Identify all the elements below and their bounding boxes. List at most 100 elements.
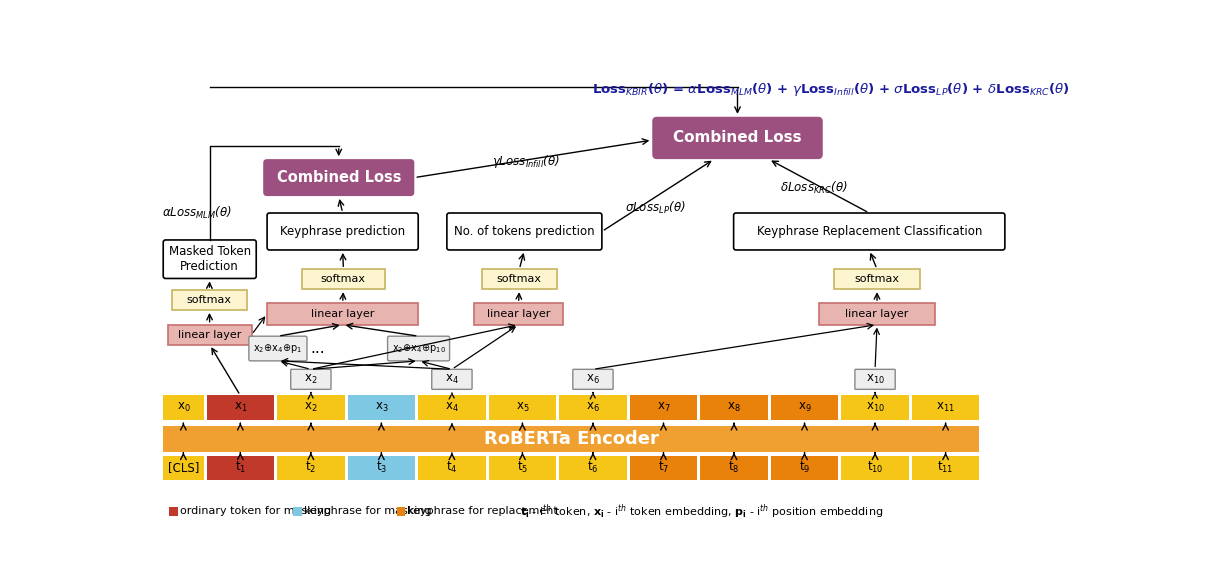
Text: Loss$_{KBIR}$($\theta$) = $\alpha$Loss$_{MLM}$($\theta$) + $\gamma$Loss$_{Infill: Loss$_{KBIR}$($\theta$) = $\alpha$Loss$_… (591, 81, 1069, 98)
Bar (294, 507, 302, 516)
Bar (172, 290, 247, 310)
Bar (489, 396, 556, 420)
Text: softmax: softmax (497, 274, 541, 284)
Text: x$_8$: x$_8$ (728, 401, 741, 415)
Text: x$_{10}$: x$_{10}$ (865, 401, 885, 415)
Bar (347, 396, 416, 420)
Bar (169, 507, 178, 516)
Bar (834, 269, 919, 289)
Bar (168, 325, 251, 345)
Text: t$_8$: t$_8$ (728, 460, 740, 476)
Bar (474, 303, 563, 325)
Bar (207, 396, 274, 420)
Bar (912, 396, 979, 420)
Text: t$_4$: t$_4$ (446, 460, 457, 476)
Text: t$_{10}$: t$_{10}$ (867, 460, 884, 476)
Text: x$_{11}$: x$_{11}$ (936, 401, 954, 415)
Bar (489, 456, 556, 480)
Bar (277, 396, 345, 420)
Bar (630, 396, 697, 420)
Text: linear layer: linear layer (845, 309, 908, 319)
FancyBboxPatch shape (267, 213, 418, 250)
Text: linear layer: linear layer (486, 309, 550, 319)
Text: t$_9$: t$_9$ (798, 460, 811, 476)
Text: No. of tokens prediction: No. of tokens prediction (453, 225, 595, 238)
Bar (267, 303, 418, 325)
Text: t$_7$: t$_7$ (658, 460, 669, 476)
Text: RoBERTa Encoder: RoBERTa Encoder (484, 430, 658, 449)
FancyBboxPatch shape (652, 117, 823, 159)
Text: x$_4$: x$_4$ (445, 373, 458, 386)
Bar (841, 396, 909, 420)
Text: linear layer: linear layer (178, 330, 241, 340)
Text: t$_1$: t$_1$ (235, 460, 246, 476)
FancyBboxPatch shape (249, 336, 307, 361)
Bar (418, 396, 485, 420)
Text: t$_{11}$: t$_{11}$ (937, 460, 953, 476)
FancyBboxPatch shape (163, 240, 256, 279)
Text: x$_6$: x$_6$ (586, 401, 600, 415)
Text: [CLS]: [CLS] (168, 462, 199, 475)
Text: softmax: softmax (321, 274, 366, 284)
Text: x$_2$$\oplus$x$_4$$\oplus$p$_1$: x$_2$$\oplus$x$_4$$\oplus$p$_1$ (254, 342, 302, 355)
FancyBboxPatch shape (573, 369, 613, 389)
FancyBboxPatch shape (855, 369, 895, 389)
Text: t$_3$: t$_3$ (375, 460, 386, 476)
Text: x$_2$: x$_2$ (304, 401, 318, 415)
Text: Keyphrase Replacement Classification: Keyphrase Replacement Classification (757, 225, 983, 238)
Text: x$_6$: x$_6$ (586, 373, 600, 386)
Bar (302, 269, 385, 289)
Bar (482, 269, 557, 289)
Text: t$_6$: t$_6$ (588, 460, 599, 476)
Text: x$_2$$\oplus$x$_4$$\oplus$p$_{10}$: x$_2$$\oplus$x$_4$$\oplus$p$_{10}$ (391, 342, 445, 355)
FancyBboxPatch shape (290, 369, 332, 389)
Text: Keyphrase prediction: Keyphrase prediction (280, 225, 405, 238)
Text: $\gamma$Loss$_{Infill}$($\theta$): $\gamma$Loss$_{Infill}$($\theta$) (491, 153, 560, 170)
Text: x$_{10}$: x$_{10}$ (865, 373, 885, 386)
Text: $\alpha$Loss$_{MLM}$($\theta$): $\alpha$Loss$_{MLM}$($\theta$) (162, 205, 232, 220)
Text: linear layer: linear layer (311, 309, 374, 319)
Bar (277, 456, 345, 480)
Bar (630, 456, 697, 480)
Bar (163, 426, 979, 453)
Text: x$_4$: x$_4$ (445, 401, 458, 415)
Bar (347, 456, 416, 480)
Bar (418, 456, 485, 480)
Bar (396, 507, 405, 516)
Text: x$_0$: x$_0$ (177, 401, 190, 415)
Bar (770, 456, 839, 480)
Text: softmax: softmax (187, 295, 232, 305)
Text: Masked Token
Prediction: Masked Token Prediction (168, 245, 251, 273)
FancyBboxPatch shape (263, 159, 414, 196)
Text: Combined Loss: Combined Loss (277, 170, 401, 185)
Bar (912, 456, 979, 480)
FancyBboxPatch shape (447, 213, 602, 250)
FancyBboxPatch shape (734, 213, 1004, 250)
Bar (560, 456, 627, 480)
Bar (560, 396, 627, 420)
Text: keyphrase for masking: keyphrase for masking (304, 506, 432, 516)
Text: softmax: softmax (855, 274, 900, 284)
Bar (819, 303, 935, 325)
Text: x$_7$: x$_7$ (657, 401, 670, 415)
Text: $\sigma$Loss$_{LP}$($\theta$): $\sigma$Loss$_{LP}$($\theta$) (625, 200, 686, 216)
FancyBboxPatch shape (388, 336, 450, 361)
Text: t$_2$: t$_2$ (305, 460, 317, 476)
Text: x$_2$: x$_2$ (304, 373, 318, 386)
Text: $\bf{t_i}$ - i$^{th}$ token, $\bf{x_i}$ - i$^{th}$ token embedding, $\bf{p_i}$ -: $\bf{t_i}$ - i$^{th}$ token, $\bf{x_i}$ … (521, 502, 884, 521)
Text: keyphrase for replacement: keyphrase for replacement (407, 506, 558, 516)
Text: x$_1$: x$_1$ (234, 401, 247, 415)
Text: Combined Loss: Combined Loss (673, 131, 802, 145)
Text: x$_9$: x$_9$ (797, 401, 812, 415)
Text: ordinary token for masking: ordinary token for masking (180, 506, 332, 516)
Bar (207, 456, 274, 480)
Text: ...: ... (310, 341, 324, 356)
Bar (770, 396, 839, 420)
Bar (163, 396, 204, 420)
Bar (841, 456, 909, 480)
FancyBboxPatch shape (432, 369, 472, 389)
Bar (163, 456, 204, 480)
Text: x$_3$: x$_3$ (374, 401, 388, 415)
Text: t$_5$: t$_5$ (517, 460, 528, 476)
Bar (700, 456, 768, 480)
